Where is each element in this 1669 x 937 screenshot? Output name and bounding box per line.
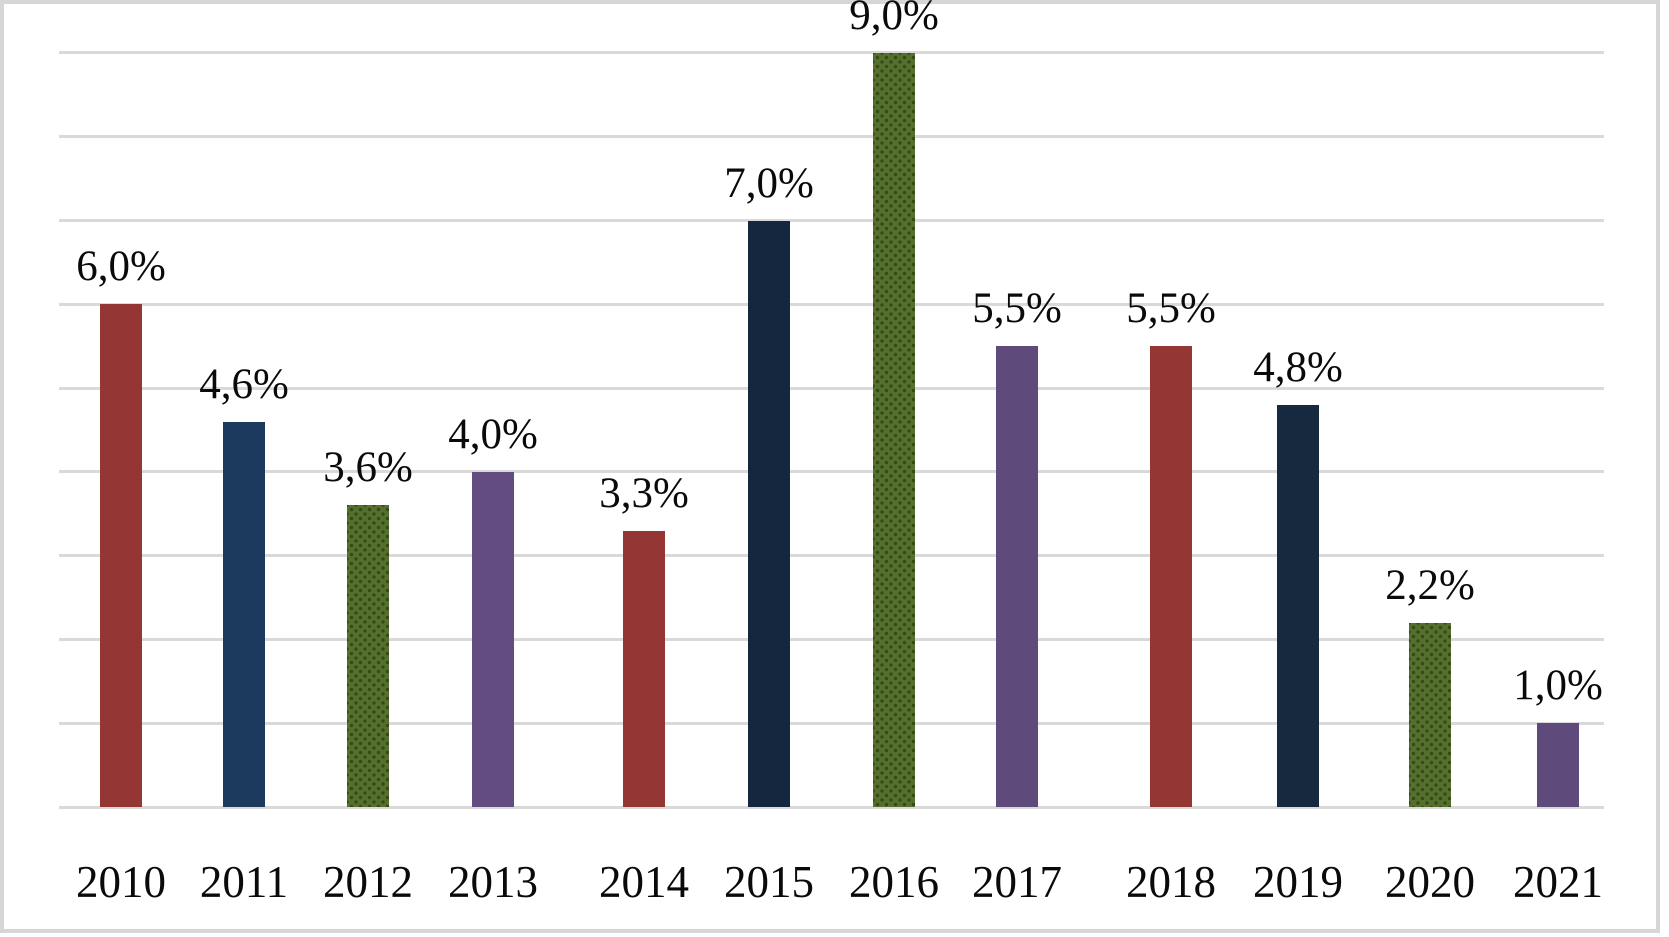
x-tick-label-2016: 2016: [849, 857, 939, 907]
value-label-2012: 3,6%: [323, 444, 413, 492]
bar-2013: [472, 471, 514, 807]
bar-2020: [1409, 622, 1451, 807]
bar-2017: [996, 346, 1038, 807]
bar-2019: [1277, 404, 1319, 807]
gridline: [59, 721, 1604, 725]
gridline: [59, 554, 1604, 558]
bar-2012: [347, 505, 389, 807]
x-axis-line: [59, 805, 1604, 809]
value-label-2015: 7,0%: [724, 159, 814, 207]
value-label-2014: 3,3%: [599, 469, 689, 517]
gridline: [59, 470, 1604, 474]
x-tick-label-2017: 2017: [972, 857, 1062, 907]
gridline: [59, 637, 1604, 641]
value-label-2021: 1,0%: [1513, 662, 1603, 710]
x-tick-label-2020: 2020: [1385, 857, 1475, 907]
bar-2018: [1150, 346, 1192, 807]
plot-area: 6,0% 2010 4,6% 2011 3,6% 2012 4,0% 2013 3,3% 2014…: [4, 0, 1656, 929]
x-tick-label-2013: 2013: [448, 857, 538, 907]
bar-2011: [223, 421, 265, 807]
x-tick-label-2010: 2010: [76, 857, 166, 907]
bar-2016: [873, 52, 915, 807]
x-tick-label-2021: 2021: [1513, 857, 1603, 907]
value-label-2018: 5,5%: [1126, 285, 1216, 333]
value-label-2017: 5,5%: [972, 285, 1062, 333]
value-label-2016: 9,0%: [849, 0, 939, 39]
bar-2014: [623, 530, 665, 807]
value-label-2011: 4,6%: [199, 360, 289, 408]
gridline: [59, 386, 1604, 390]
x-tick-label-2014: 2014: [599, 857, 689, 907]
value-label-2020: 2,2%: [1385, 561, 1475, 609]
x-tick-label-2011: 2011: [199, 857, 289, 907]
bar-2010: [100, 304, 142, 807]
value-label-2019: 4,8%: [1253, 343, 1343, 391]
bar-2021: [1537, 723, 1579, 807]
gridline: [59, 135, 1604, 139]
bar-2015: [748, 220, 790, 807]
x-tick-label-2018: 2018: [1126, 857, 1216, 907]
x-tick-label-2015: 2015: [724, 857, 814, 907]
gridline: [59, 51, 1604, 55]
x-tick-label-2019: 2019: [1253, 857, 1343, 907]
gridline: [59, 219, 1604, 223]
x-tick-label-2012: 2012: [323, 857, 413, 907]
value-label-2013: 4,0%: [448, 410, 538, 458]
value-label-2010: 6,0%: [76, 243, 166, 291]
gridline: [59, 302, 1604, 306]
